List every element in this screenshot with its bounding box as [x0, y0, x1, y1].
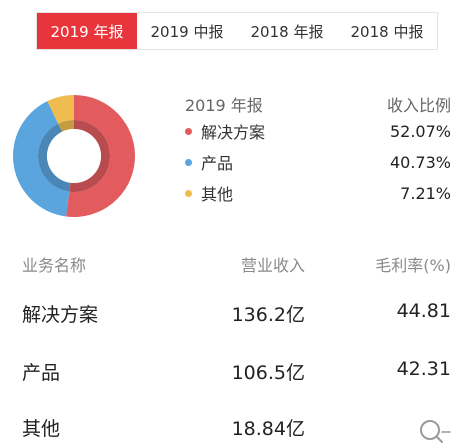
donut-slice-1 [13, 101, 70, 217]
donut-inner-ring-1 [37, 123, 71, 192]
table-row: 产品 106.5亿 42.31 [0, 358, 473, 388]
legend-ratio-header: 收入比例 [386, 96, 451, 115]
legend-item-other: 其他 7.21% [185, 181, 451, 205]
row-revenue: 106.5亿 [231, 362, 305, 384]
row-margin: 44.81 [396, 300, 451, 322]
tab-2018-annual[interactable]: 2018 年报 [237, 13, 337, 49]
legend-item-name: 解决方案 [201, 123, 266, 142]
col-header-revenue: 营业收入 [240, 256, 305, 275]
row-business-name: 解决方案 [22, 304, 99, 326]
legend-item-name: 产品 [201, 154, 234, 173]
search-icon[interactable] [412, 414, 452, 444]
legend-item-name: 其他 [201, 185, 234, 204]
donut-inner-ring-0 [69, 120, 111, 192]
legend-item-value: 40.73% [389, 152, 451, 172]
tab-2019-annual[interactable]: 2019 年报 [37, 13, 137, 49]
tab-2018-interim[interactable]: 2018 中报 [337, 13, 437, 49]
revenue-share-donut [13, 95, 135, 217]
donut-slice-0 [66, 95, 135, 217]
legend-item-value: 7.21% [400, 183, 451, 203]
row-business-name: 其他 [22, 418, 61, 440]
col-header-business: 业务名称 [22, 256, 87, 275]
table-row: 其他 18.84亿 [0, 414, 473, 444]
legend-dot [185, 158, 192, 166]
table-row: 解决方案 136.2亿 44.81 [0, 300, 473, 330]
legend-item-value: 52.07% [389, 121, 451, 141]
row-business-name: 产品 [22, 362, 61, 384]
report-period-tabs: 2019 年报 2019 中报 2018 年报 2018 中报 [36, 12, 438, 50]
table-header: 业务名称 营业收入 毛利率(%) [0, 252, 473, 278]
donut-inner-ring-2 [58, 120, 74, 132]
tab-2019-interim[interactable]: 2019 中报 [137, 13, 237, 49]
donut-hole [47, 129, 101, 183]
legend-dot [185, 127, 192, 135]
row-revenue: 18.84亿 [231, 418, 305, 440]
legend-dot [185, 189, 192, 197]
row-margin: 42.31 [396, 358, 451, 380]
donut-slice-2 [47, 95, 74, 124]
legend-item-solutions: 解决方案 52.07% [185, 119, 451, 143]
row-revenue: 136.2亿 [231, 304, 305, 326]
legend-item-products: 产品 40.73% [185, 150, 451, 174]
col-header-margin: 毛利率(%) [375, 256, 451, 275]
legend-period-label: 2019 年报 [185, 96, 263, 115]
